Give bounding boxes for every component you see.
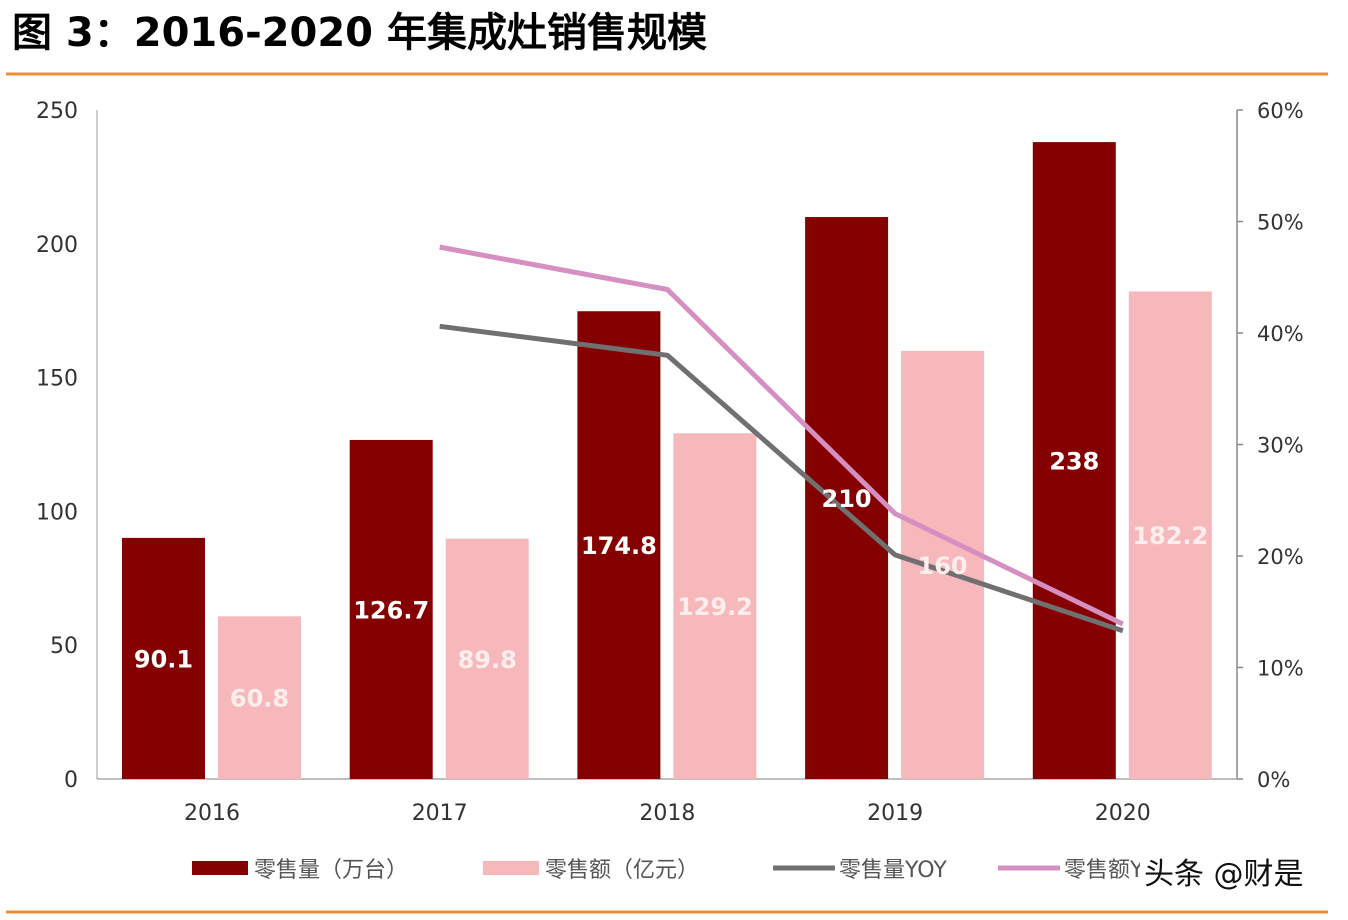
x-tick-label: 2019	[867, 801, 923, 826]
legend-swatch	[192, 861, 248, 875]
bar-volume	[577, 311, 661, 779]
data-label: 174.8	[581, 532, 657, 560]
left-tick-label: 150	[36, 367, 78, 392]
line-revenue-yoy	[439, 244, 1124, 627]
right-tick-label: 10%	[1257, 657, 1304, 681]
right-tick-label: 30%	[1257, 434, 1304, 458]
bar-volume	[805, 217, 889, 780]
watermark-bg	[1140, 850, 1330, 894]
bar-volume	[349, 439, 433, 779]
left-tick-label: 50	[50, 634, 78, 659]
data-label: 90.1	[134, 645, 193, 673]
chart-title: 图 3：2016-2020 年集成灶销售规模	[12, 10, 707, 56]
left-tick-label: 100	[36, 500, 78, 525]
left-tick-label: 200	[36, 233, 78, 258]
data-label: 182.2	[1132, 522, 1208, 550]
x-tick-label: 2016	[184, 801, 240, 826]
right-tick-label: 20%	[1257, 545, 1304, 569]
data-label: 60.8	[230, 685, 289, 713]
legend-label: 零售量（万台）	[254, 858, 408, 883]
left-tick-label: 0	[64, 768, 78, 793]
legend-swatch	[483, 861, 539, 875]
right-tick-label: 50%	[1257, 211, 1304, 235]
x-tick-label: 2018	[639, 801, 695, 826]
bar-revenue	[445, 538, 529, 779]
data-label: 126.7	[353, 596, 429, 624]
left-tick-label: 250	[36, 99, 78, 124]
data-label: 89.8	[458, 646, 517, 674]
legend-label: 零售额（亿元）	[545, 858, 699, 883]
legend-label: 零售量YOY	[839, 858, 947, 883]
bar-volume	[122, 537, 205, 779]
bar-volume	[1032, 142, 1116, 779]
bar-revenue	[901, 350, 985, 779]
data-label: 210	[822, 485, 872, 513]
data-label: 160	[918, 552, 968, 580]
watermark: 头条 @财是	[1144, 857, 1304, 892]
right-tick-label: 0%	[1257, 768, 1290, 792]
bar-revenue	[218, 616, 301, 779]
bar-revenue	[1128, 291, 1212, 779]
data-label: 238	[1049, 448, 1099, 476]
x-tick-label: 2017	[412, 801, 468, 826]
right-tick-label: 40%	[1257, 322, 1304, 346]
data-label: 129.2	[677, 593, 753, 621]
line-volume-yoy	[439, 323, 1124, 634]
x-tick-label: 2020	[1095, 801, 1151, 826]
right-tick-label: 60%	[1257, 99, 1304, 123]
bar-revenue	[673, 433, 757, 779]
